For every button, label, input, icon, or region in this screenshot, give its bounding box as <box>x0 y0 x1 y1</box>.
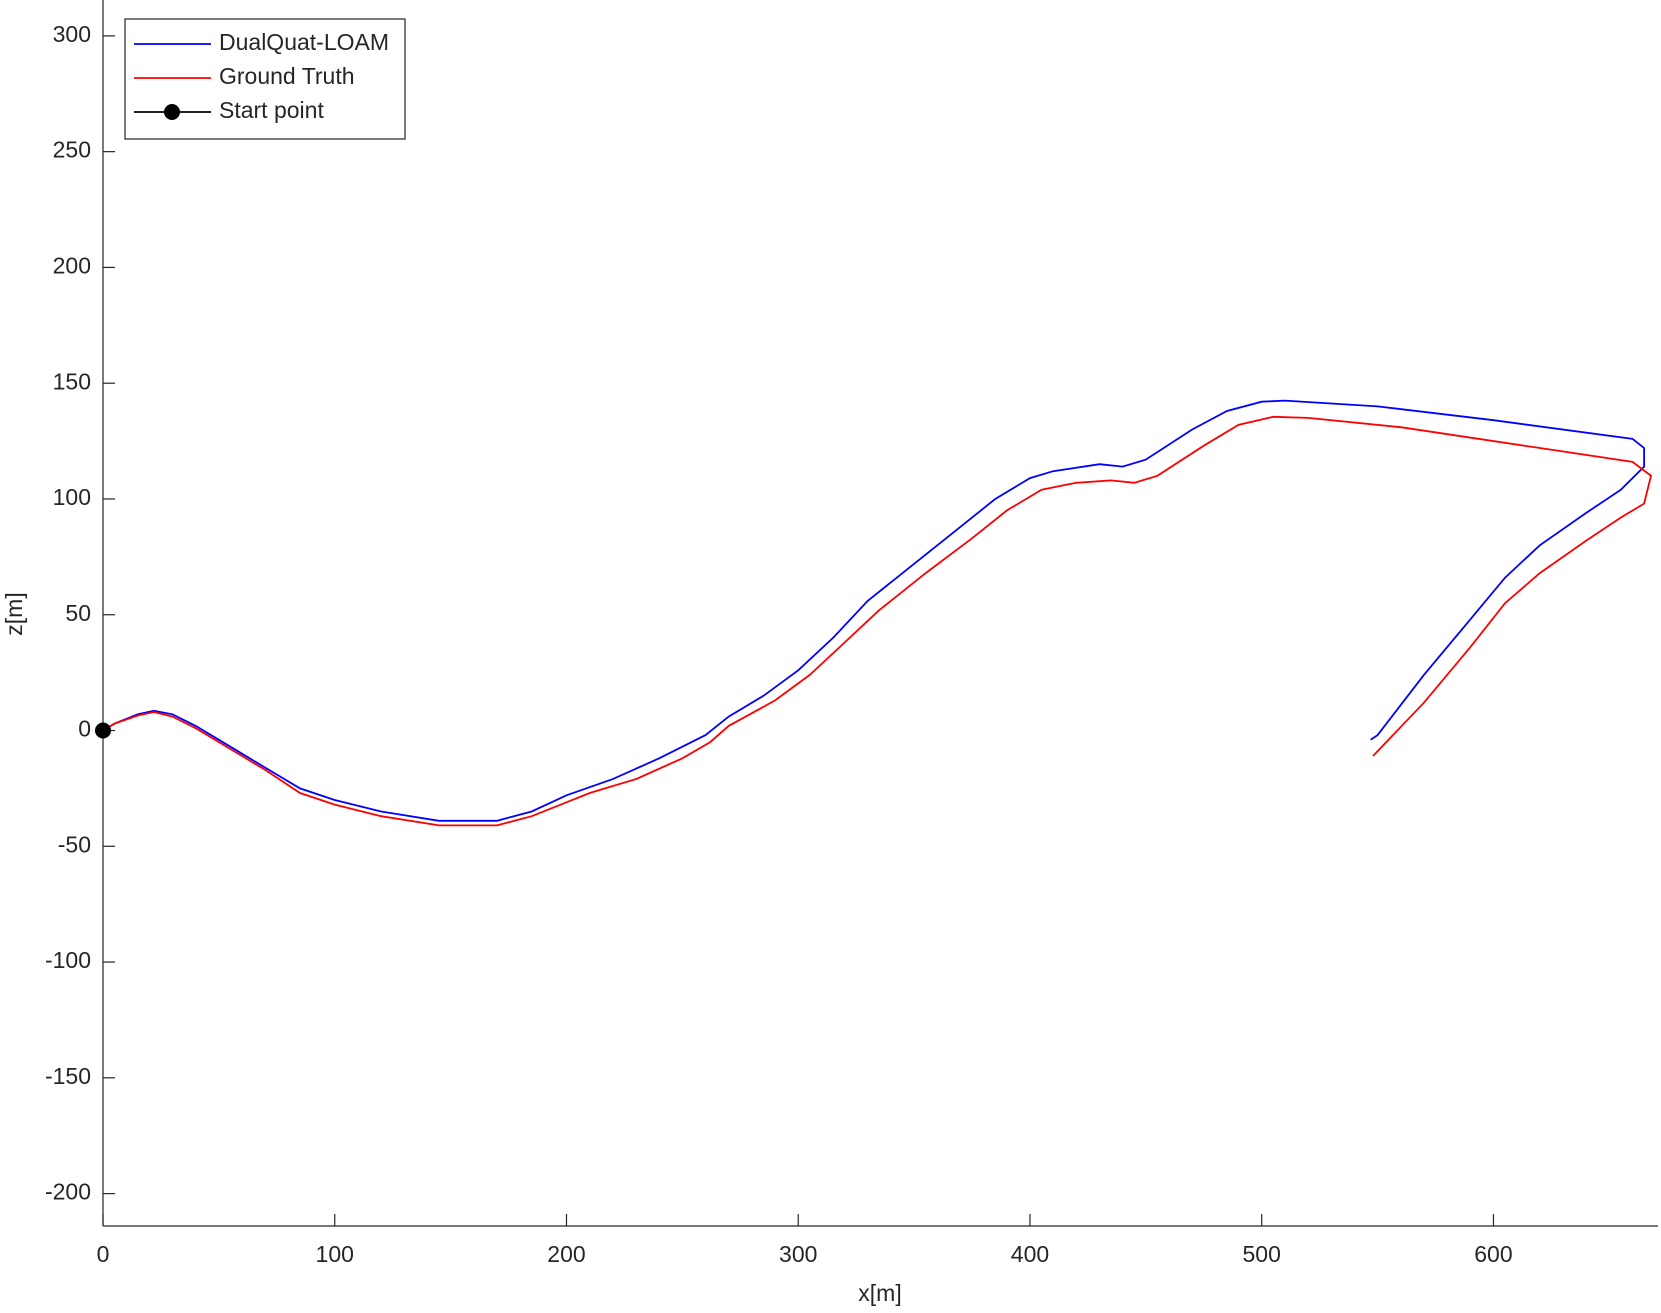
legend-label: DualQuat-LOAM <box>219 29 389 55</box>
legend-label: Start point <box>219 97 324 123</box>
x-tick-label: 300 <box>779 1241 817 1267</box>
y-tick-label: 50 <box>65 600 91 626</box>
y-axis-label: z[m] <box>1 592 27 635</box>
x-tick-label: 500 <box>1243 1241 1281 1267</box>
x-tick-label: 400 <box>1011 1241 1049 1267</box>
x-tick-label: 100 <box>316 1241 354 1267</box>
y-tick-label: -50 <box>58 831 91 857</box>
y-tick-label: 150 <box>53 368 91 394</box>
trajectory-line <box>102 415 1653 827</box>
x-tick-label: 200 <box>547 1241 585 1267</box>
x-tick-label: 600 <box>1474 1241 1512 1267</box>
start-point <box>95 722 111 739</box>
y-tick-label: 250 <box>53 137 91 163</box>
y-tick-label: 0 <box>78 716 91 742</box>
y-tick-label: -200 <box>45 1179 91 1205</box>
y-tick-label: -150 <box>45 1063 91 1089</box>
y-tick-label: 200 <box>53 253 91 279</box>
y-tick-label: 300 <box>53 21 91 47</box>
x-tick-label: 0 <box>97 1241 110 1267</box>
legend-label: Ground Truth <box>219 63 355 89</box>
y-tick-label: 100 <box>53 484 91 510</box>
trajectory-line <box>102 399 1645 822</box>
y-tick-label: -100 <box>45 947 91 973</box>
x-axis-label: x[m] <box>858 1280 901 1306</box>
legend-marker <box>164 104 180 120</box>
